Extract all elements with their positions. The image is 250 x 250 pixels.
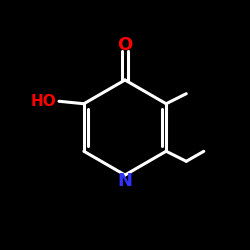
Text: HO: HO: [31, 94, 56, 109]
Text: O: O: [118, 36, 132, 54]
Text: N: N: [118, 172, 132, 190]
